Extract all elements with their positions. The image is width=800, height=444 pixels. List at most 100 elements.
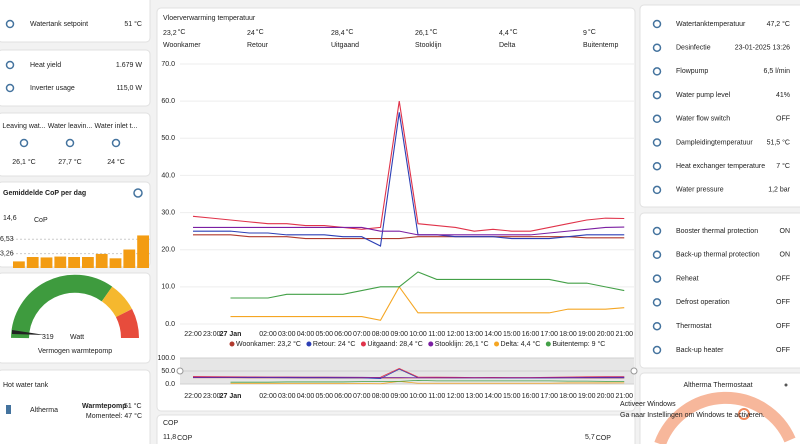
legend-label[interactable]: Retour: 24 °C [313, 340, 356, 348]
bar [26, 257, 39, 268]
x-tick-label: 20:00 [597, 331, 615, 338]
card [156, 7, 636, 412]
icon[interactable] [652, 321, 662, 331]
stat-unit: °C [430, 28, 438, 36]
bar [68, 257, 80, 268]
current-value: Momenteel: 47 °C [86, 412, 142, 420]
y-tick-label: 70.0 [161, 61, 175, 68]
stat-value: 28,4 [331, 30, 345, 37]
entity-label: Thermostat [676, 323, 711, 330]
navigator-x-tick-label: 10:00 [409, 393, 427, 400]
icon[interactable] [652, 161, 662, 171]
x-tick-label: 06:00 [334, 331, 352, 338]
icon[interactable] [652, 114, 662, 124]
gauge-needle [12, 330, 45, 335]
legend-label[interactable]: Buitentemp: 9 °C [552, 340, 605, 348]
legend-swatch[interactable] [360, 341, 366, 347]
card-icon[interactable] [133, 188, 143, 198]
legend-label[interactable]: Stooklijn: 26,1 °C [435, 340, 489, 348]
entity-value: 47,2 °C [767, 20, 790, 28]
gauge-unit: Watt [70, 334, 84, 341]
entity-value: 7 °C [776, 162, 790, 170]
navigator-x-tick-label: 02:00 [259, 393, 277, 400]
stat-name: Stooklijn [415, 42, 442, 49]
bar [137, 235, 149, 268]
entity-label: Defrost operation [676, 299, 730, 306]
icon[interactable] [652, 90, 662, 100]
navigator-x-tick-label: 22:00 [184, 393, 202, 400]
navigator-x-tick-label: 15:00 [503, 393, 521, 400]
y-tick-label: 10.0 [161, 284, 175, 291]
legend-swatch[interactable] [229, 341, 235, 347]
x-tick-label: 13:00 [465, 331, 483, 338]
stat-name: Uitgaand [331, 42, 359, 49]
icon[interactable] [652, 138, 662, 147]
icon[interactable] [652, 19, 662, 29]
series-line [192, 101, 625, 232]
cop-unit: COP [177, 435, 193, 442]
series-line [230, 285, 625, 321]
icon[interactable] [19, 138, 29, 148]
x-tick-label: 02:00 [259, 331, 277, 338]
icon[interactable] [65, 138, 75, 148]
legend-label[interactable]: Uitgaand: 28,4 °C [367, 340, 422, 348]
legend-swatch[interactable] [306, 341, 312, 347]
x-tick-label: 22:00 [184, 331, 202, 338]
thermostat-knob[interactable] [738, 408, 750, 420]
x-tick-label: 04:00 [297, 331, 315, 338]
entity-value: OFF [776, 347, 790, 354]
legend-label[interactable]: Woonkamer: 23,2 °C [236, 340, 301, 348]
navigator-x-tick-label: 05:00 [315, 393, 333, 400]
x-tick-label: 17:00 [540, 331, 558, 338]
navigator-x-tick-label: 08:00 [372, 393, 390, 400]
x-tick-label: 16:00 [522, 331, 540, 338]
icon[interactable] [652, 226, 662, 236]
navigator-x-tick-label: 17:00 [540, 393, 558, 400]
stat-unit: °C [588, 28, 596, 36]
navigator-x-tick-label: 09:00 [390, 393, 408, 400]
y-tick-label: 40.0 [161, 172, 175, 179]
icon[interactable] [5, 19, 15, 29]
sensor-label: Water inlet t... [95, 123, 138, 130]
entity-value: 51,5 °C [767, 138, 790, 146]
icon[interactable] [652, 43, 662, 52]
icon[interactable] [652, 185, 662, 195]
x-tick-label: 14:00 [484, 331, 502, 338]
entity-label: Heat exchanger temperature [676, 163, 765, 170]
entity-label: Dampleidingtemperatuur [676, 139, 753, 146]
entity-label: Desinfectie [676, 45, 711, 52]
icon[interactable] [652, 345, 662, 355]
x-tick-label: 11:00 [428, 331, 445, 338]
entity-value: 51 °C [124, 20, 142, 28]
entity-label: Inverter usage [30, 85, 75, 92]
navigator-handle[interactable] [630, 367, 638, 375]
icon[interactable] [5, 60, 15, 70]
icon[interactable] [652, 298, 662, 307]
legend-swatch[interactable] [494, 341, 500, 347]
menu-icon[interactable] [784, 383, 788, 387]
navigator-handle[interactable] [176, 367, 184, 375]
thermostat-arc [654, 391, 796, 444]
entity-value: 1,2 bar [768, 187, 790, 194]
entity-label: Watertanktemperatuur [676, 21, 746, 28]
navigator-x-tick-label: 13:00 [465, 393, 483, 400]
navigator-x-tick-label: 11:00 [428, 393, 445, 400]
stat-unit: °C [256, 28, 264, 36]
entity-value: ON [780, 252, 791, 259]
stat-name: Woonkamer [163, 42, 201, 49]
bar [54, 256, 67, 268]
series-line [193, 226, 625, 236]
navigator-x-tick-label: 19:00 [578, 393, 596, 400]
legend-swatch[interactable] [545, 341, 551, 347]
x-tick-label: 07:00 [353, 331, 371, 338]
icon[interactable] [652, 274, 662, 283]
icon[interactable] [652, 67, 662, 76]
legend-label[interactable]: Delta: 4,4 °C [501, 340, 541, 348]
state-label: Warmtepomp [82, 403, 126, 410]
icon[interactable] [111, 138, 121, 148]
legend-swatch[interactable] [428, 341, 434, 347]
icon[interactable] [5, 83, 15, 93]
icon[interactable] [652, 250, 662, 260]
x-tick-label: 27 Jan [220, 331, 242, 338]
